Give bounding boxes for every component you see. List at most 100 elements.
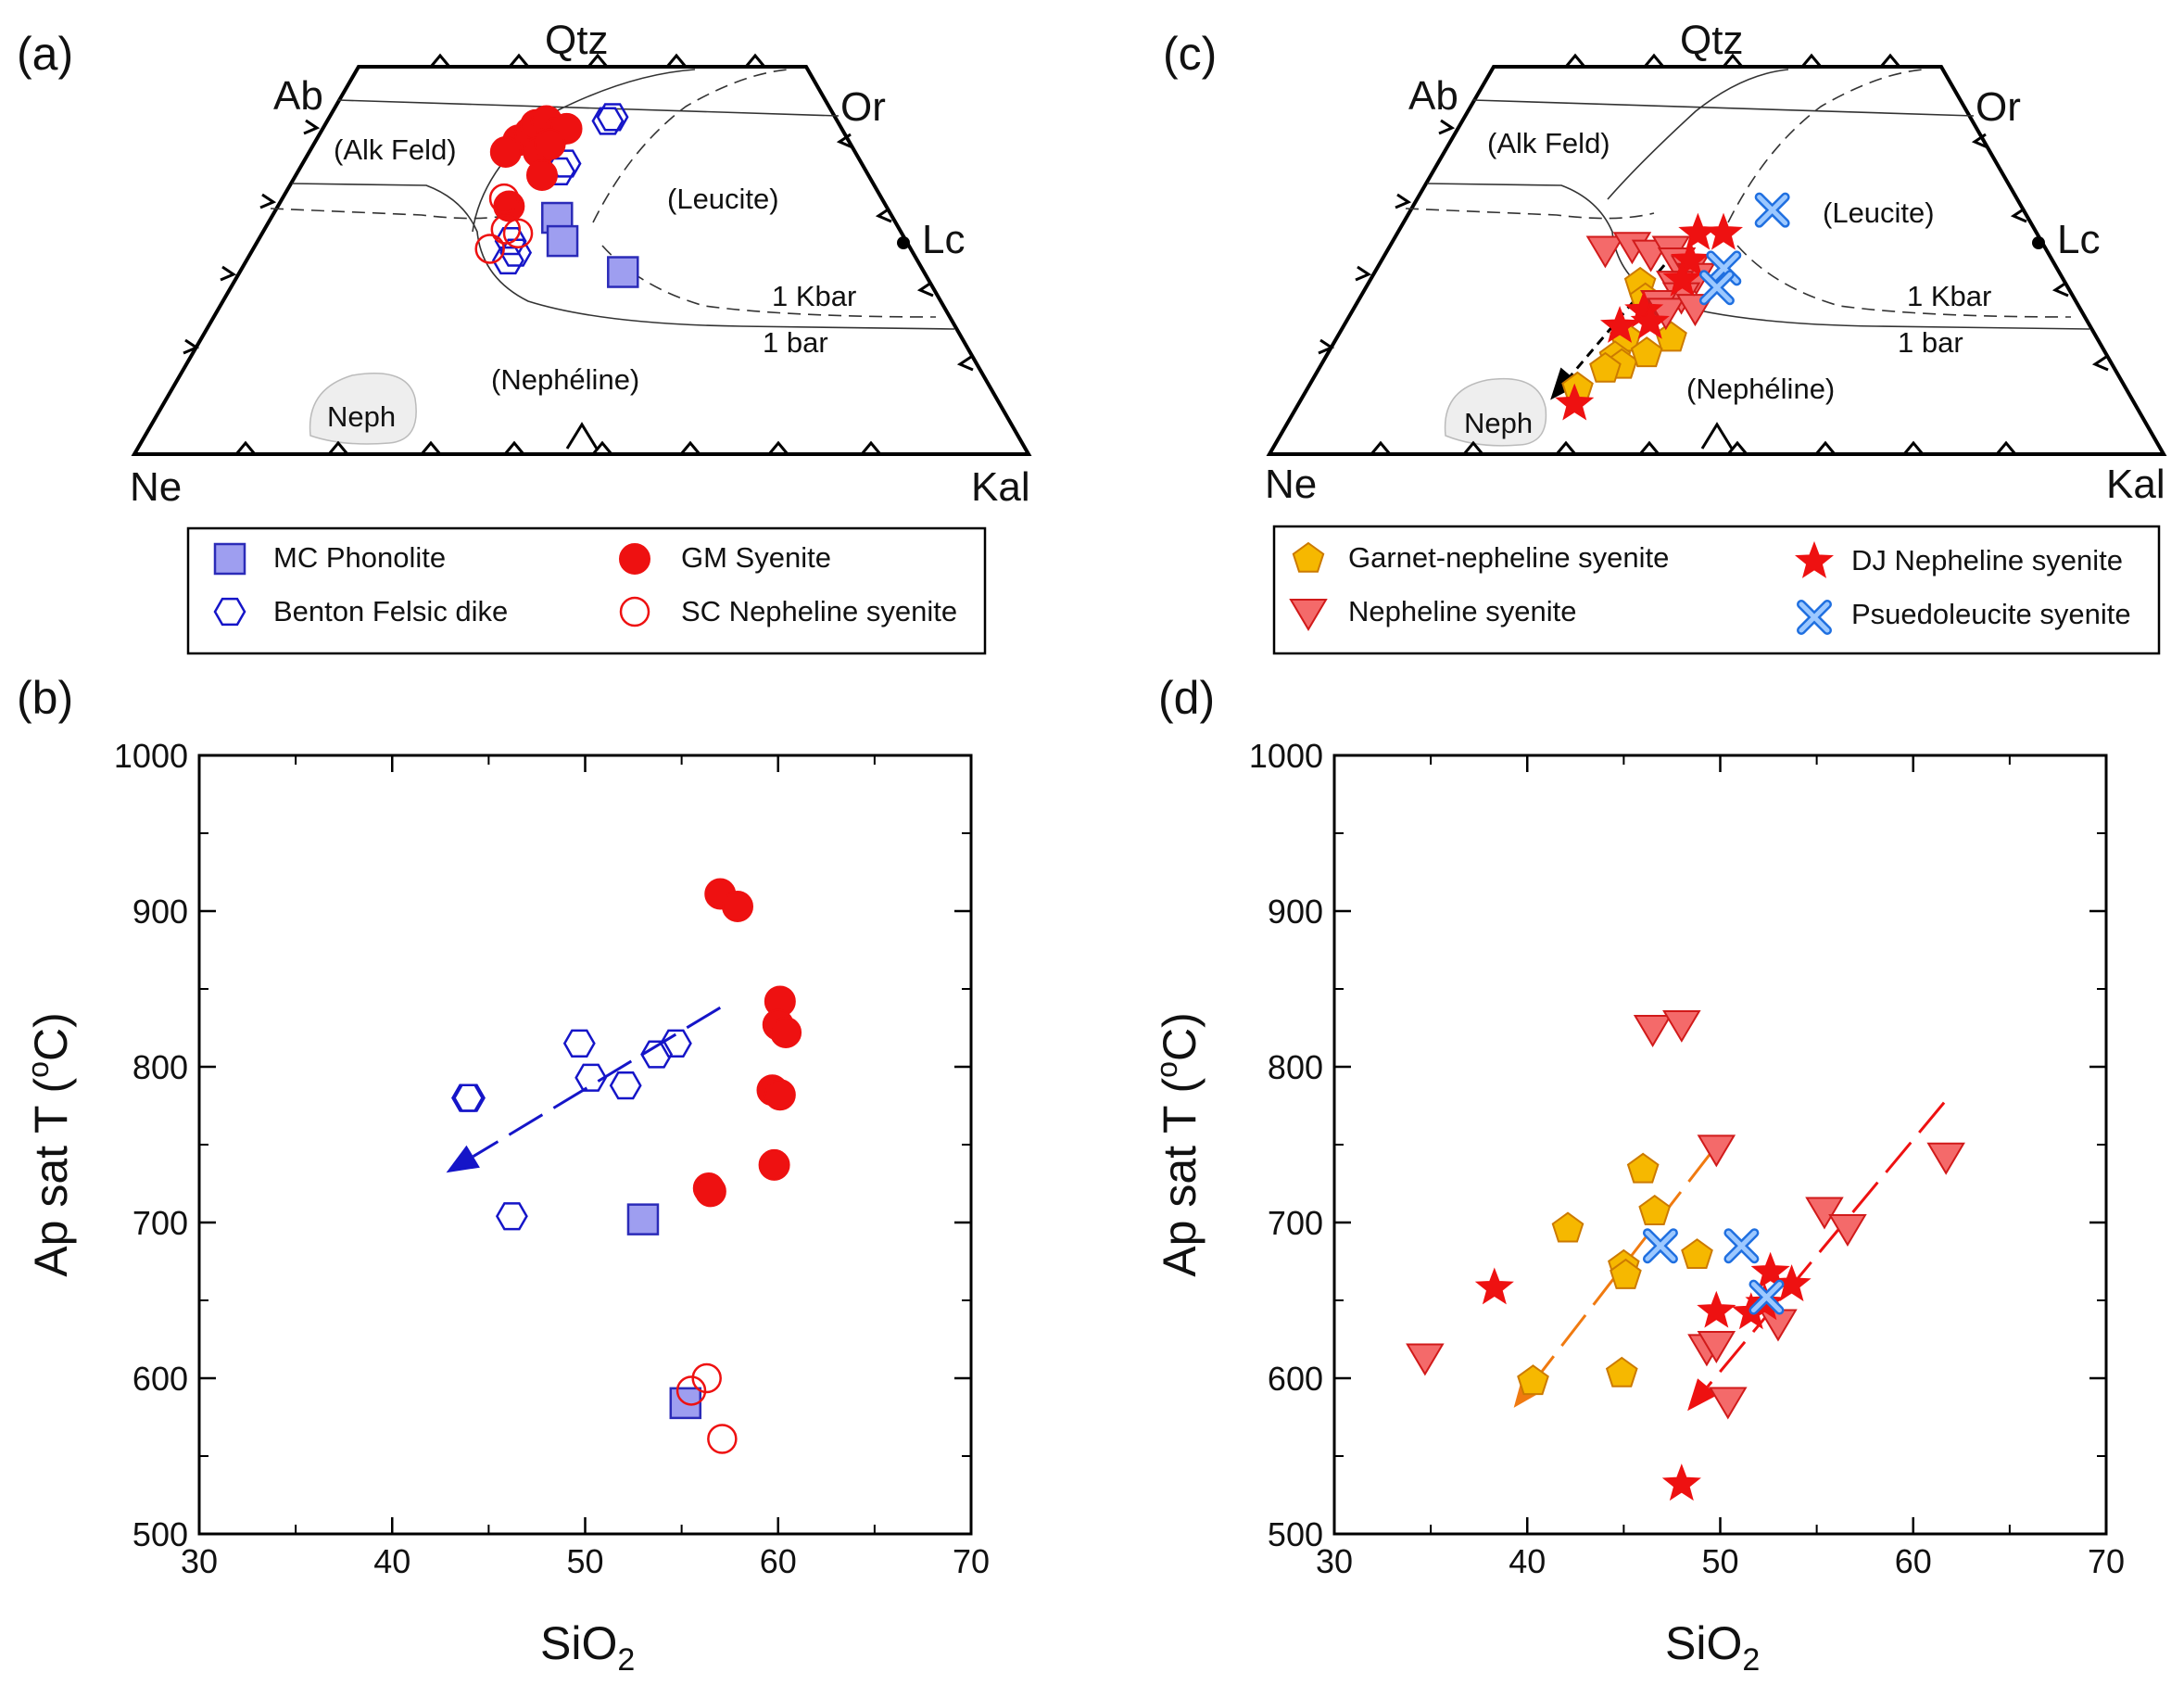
point-gm-syenite	[493, 190, 525, 222]
field-neph-c: Neph	[1464, 407, 1533, 439]
boundary-top-c	[1472, 99, 1975, 117]
x-axis-label-d: SiO2	[1665, 1617, 1760, 1678]
field-nepheline-a: (Nephéline)	[491, 363, 639, 396]
point-sc-nepheline-syenite	[490, 214, 522, 245]
x-label-sub-b: 2	[617, 1642, 635, 1678]
ternary-ticks-c	[1318, 53, 2109, 455]
trend-arrow	[1687, 1101, 1946, 1412]
x-tick-label: 30	[181, 1542, 218, 1580]
legend-icon-gm-syenite	[619, 543, 650, 575]
point-sc-nepheline-syenite	[488, 183, 520, 214]
ternary-ticks-a	[183, 53, 974, 455]
legend-a: MC Phonolite Benton Felsic dike GM Syeni…	[186, 526, 987, 655]
apex-kal-a: Kal	[971, 464, 1030, 510]
x-label-sub-d: 2	[1742, 1642, 1760, 1678]
y-tick-label: 500	[1268, 1515, 1323, 1553]
point-psuedoleucite-syenite	[1754, 192, 1790, 228]
y-tick-label: 1000	[114, 737, 188, 775]
axis-ticks-d: 30 40 50 60 70 500 600 700 800 900 1000	[1249, 737, 2125, 1580]
field-neph-a: Neph	[327, 400, 396, 433]
point-garnet-nepheline-syenite	[1610, 1258, 1642, 1289]
curve-1bar-a: 1 bar	[763, 326, 828, 359]
y-label-end-d: C)	[1154, 1012, 1206, 1061]
point-nepheline-syenite	[1662, 1009, 1701, 1043]
trend-arrow	[446, 1006, 722, 1173]
point-sc-nepheline-syenite	[675, 1375, 707, 1406]
legend-icons-c	[1289, 540, 1835, 635]
point-garnet-nepheline-syenite	[1638, 1194, 1672, 1225]
apex-qtz-c: Qtz	[1680, 18, 1743, 63]
point-benton-felsic-dike	[659, 1029, 692, 1058]
point-nepheline-syenite	[1926, 1142, 1965, 1175]
point-dj-nepheline-syenite	[1599, 305, 1640, 343]
legend-icon-garnet-nepheline-syenite	[1292, 541, 1325, 573]
point-dj-nepheline-syenite	[1555, 383, 1595, 421]
y-axis-label-d: Ap sat T (oC)	[1150, 1012, 1206, 1276]
point-garnet-nepheline-syenite	[1630, 336, 1663, 368]
x-tick-label: 40	[373, 1542, 410, 1580]
legend-icon-nepheline-syenite	[1289, 599, 1328, 631]
plot-frame-b	[197, 754, 973, 1536]
point-benton-felsic-dike	[609, 1071, 642, 1100]
plot-marks-b	[446, 878, 802, 1454]
boundary-cotectic-a	[291, 183, 955, 330]
apex-or-a: Or	[840, 84, 886, 130]
legend-mc-phonolite: MC Phonolite	[273, 541, 446, 574]
point-mc-phonolite	[626, 1203, 660, 1235]
point-psuedoleucite-syenite	[1723, 1228, 1760, 1264]
y-tick-label: 1000	[1249, 737, 1323, 775]
field-leucite-a: (Leucite)	[667, 183, 779, 215]
panel-b: (b) 30 40 50 60 70 500 600 700 800 900 1000 SiO2 A…	[17, 672, 990, 1678]
x-tick-label: 30	[1316, 1542, 1353, 1580]
point-dj-nepheline-syenite	[1474, 1267, 1514, 1305]
x-tick-label: 50	[1701, 1542, 1738, 1580]
panel-letter-c: (c)	[1163, 28, 1217, 80]
apex-ab-a: Ab	[273, 73, 323, 119]
curve-1kbar-c: 1 Kbar	[1907, 280, 1991, 312]
point-sc-nepheline-syenite	[474, 234, 505, 264]
point-gm-syenite	[525, 159, 558, 192]
point-garnet-nepheline-syenite	[1589, 351, 1622, 383]
point-dj-nepheline-syenite	[1670, 239, 1711, 277]
point-dj-nepheline-syenite	[1661, 1463, 1701, 1501]
point-dj-nepheline-syenite	[1697, 1290, 1736, 1328]
boundary-top-a	[337, 99, 840, 117]
boundary-leucite-c	[1607, 69, 1789, 200]
panel-d: (d) 30 40 50 60 70 500 600 700 800 900 1000 SiO2 A…	[1150, 672, 2125, 1678]
apex-ne-a: Ne	[130, 464, 182, 510]
legend-psuedoleucite-syenite: Psuedoleucite syenite	[1851, 598, 2131, 630]
point-gm-syenite	[758, 1148, 790, 1181]
point-nepheline-syenite	[1805, 1197, 1844, 1230]
legend-garnet-nepheline-syenite: Garnet-nepheline syenite	[1348, 541, 1669, 574]
point-sc-nepheline-syenite	[502, 218, 534, 248]
field-leucite-c: (Leucite)	[1823, 196, 1935, 229]
panel-a: (a) Qtz Ab Or Lc Ne Kal (Alk Feld) (Leuc…	[17, 18, 1032, 510]
point-gm-syenite	[764, 1079, 796, 1111]
point-nepheline-syenite	[1585, 235, 1625, 269]
point-benton-felsic-dike	[574, 1063, 608, 1092]
x-label-main-b: SiO	[540, 1617, 617, 1669]
point-gm-syenite	[770, 1017, 802, 1049]
legend-gm-syenite: GM Syenite	[681, 541, 831, 574]
point-garnet-nepheline-syenite	[1626, 1152, 1660, 1184]
y-axis-label-b: Ap sat T (oC)	[21, 1012, 77, 1276]
x-tick-label: 60	[1895, 1542, 1932, 1580]
apex-qtz-a: Qtz	[545, 18, 608, 63]
legend-icon-mc-phonolite	[213, 542, 246, 576]
apex-ab-c: Ab	[1408, 73, 1458, 119]
apex-ne-c: Ne	[1265, 462, 1317, 507]
point-mc-phonolite	[607, 256, 639, 288]
y-tick-label: 600	[1268, 1360, 1323, 1398]
x-label-main-d: SiO	[1665, 1617, 1742, 1669]
panel-letter-d: (d)	[1158, 672, 1215, 724]
y-label-sup-d: o	[1150, 1061, 1183, 1078]
legend-box-c	[1272, 525, 2161, 655]
y-label-main-d: Ap sat T (	[1154, 1077, 1206, 1276]
point-nepheline-syenite	[1828, 1214, 1867, 1247]
y-label-main-b: Ap sat T (	[25, 1077, 77, 1276]
field-nepheline-c: (Nephéline)	[1686, 373, 1835, 405]
legend-c: Garnet-nepheline syenite Nepheline syeni…	[1272, 525, 2161, 655]
legend-box-a	[186, 526, 987, 655]
neph-field-c	[1444, 377, 1547, 447]
